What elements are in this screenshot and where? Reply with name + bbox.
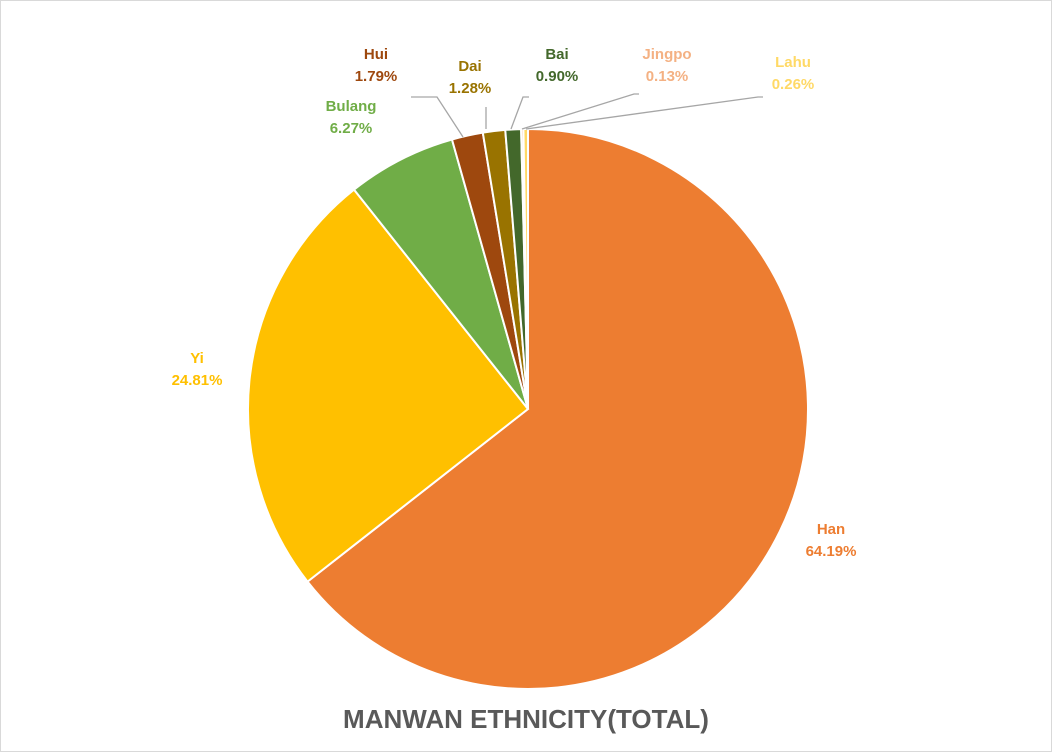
slice-labels: Han 64.19% Yi 24.81% Bulang 6.27% Hui 1.79% Dai 1… — [172, 46, 857, 560]
data-label-percent: 1.79% — [355, 68, 398, 85]
leader-line-hui — [411, 96, 464, 138]
data-label-percent: 1.28% — [449, 80, 492, 97]
data-label-han: Han 64.19% — [806, 521, 857, 560]
data-label-percent: 0.90% — [536, 68, 579, 85]
data-label-bai: Bai 0.90% — [536, 46, 579, 85]
data-label-bulang: Bulang 6.27% — [326, 98, 377, 137]
data-label-percent: 0.13% — [646, 68, 689, 85]
data-label-jingpo: Jingpo 0.13% — [642, 46, 691, 85]
data-label-hui: Hui 1.79% — [355, 46, 398, 85]
pie-slice-han — [306, 127, 809, 690]
chart-title: MANWAN ETHNICITY(TOTAL) — [343, 704, 709, 734]
leader-line-jingpo — [521, 93, 639, 130]
data-label-dai: Dai 1.28% — [449, 58, 492, 97]
pie-slices — [247, 127, 809, 690]
data-label-percent: 24.81% — [172, 372, 223, 389]
data-label-percent: 64.19% — [806, 543, 857, 560]
data-label-name: Hui — [364, 46, 388, 63]
data-label-name: Bai — [545, 46, 568, 63]
data-label-lahu: Lahu 0.26% — [772, 54, 815, 93]
data-label-percent: 6.27% — [330, 120, 373, 137]
data-label-percent: 0.26% — [772, 76, 815, 93]
data-label-name: Lahu — [775, 54, 811, 71]
data-label-name: Jingpo — [642, 46, 691, 63]
pie-slice-yi — [247, 188, 530, 584]
data-label-name: Bulang — [326, 98, 377, 115]
data-label-name: Dai — [458, 58, 481, 75]
data-label-name: Han — [817, 521, 845, 538]
data-label-name: Yi — [190, 350, 204, 367]
leader-line-lahu — [525, 96, 763, 130]
leader-lines — [411, 93, 763, 138]
leader-line-bai — [510, 96, 529, 130]
data-label-yi: Yi 24.81% — [172, 350, 223, 389]
